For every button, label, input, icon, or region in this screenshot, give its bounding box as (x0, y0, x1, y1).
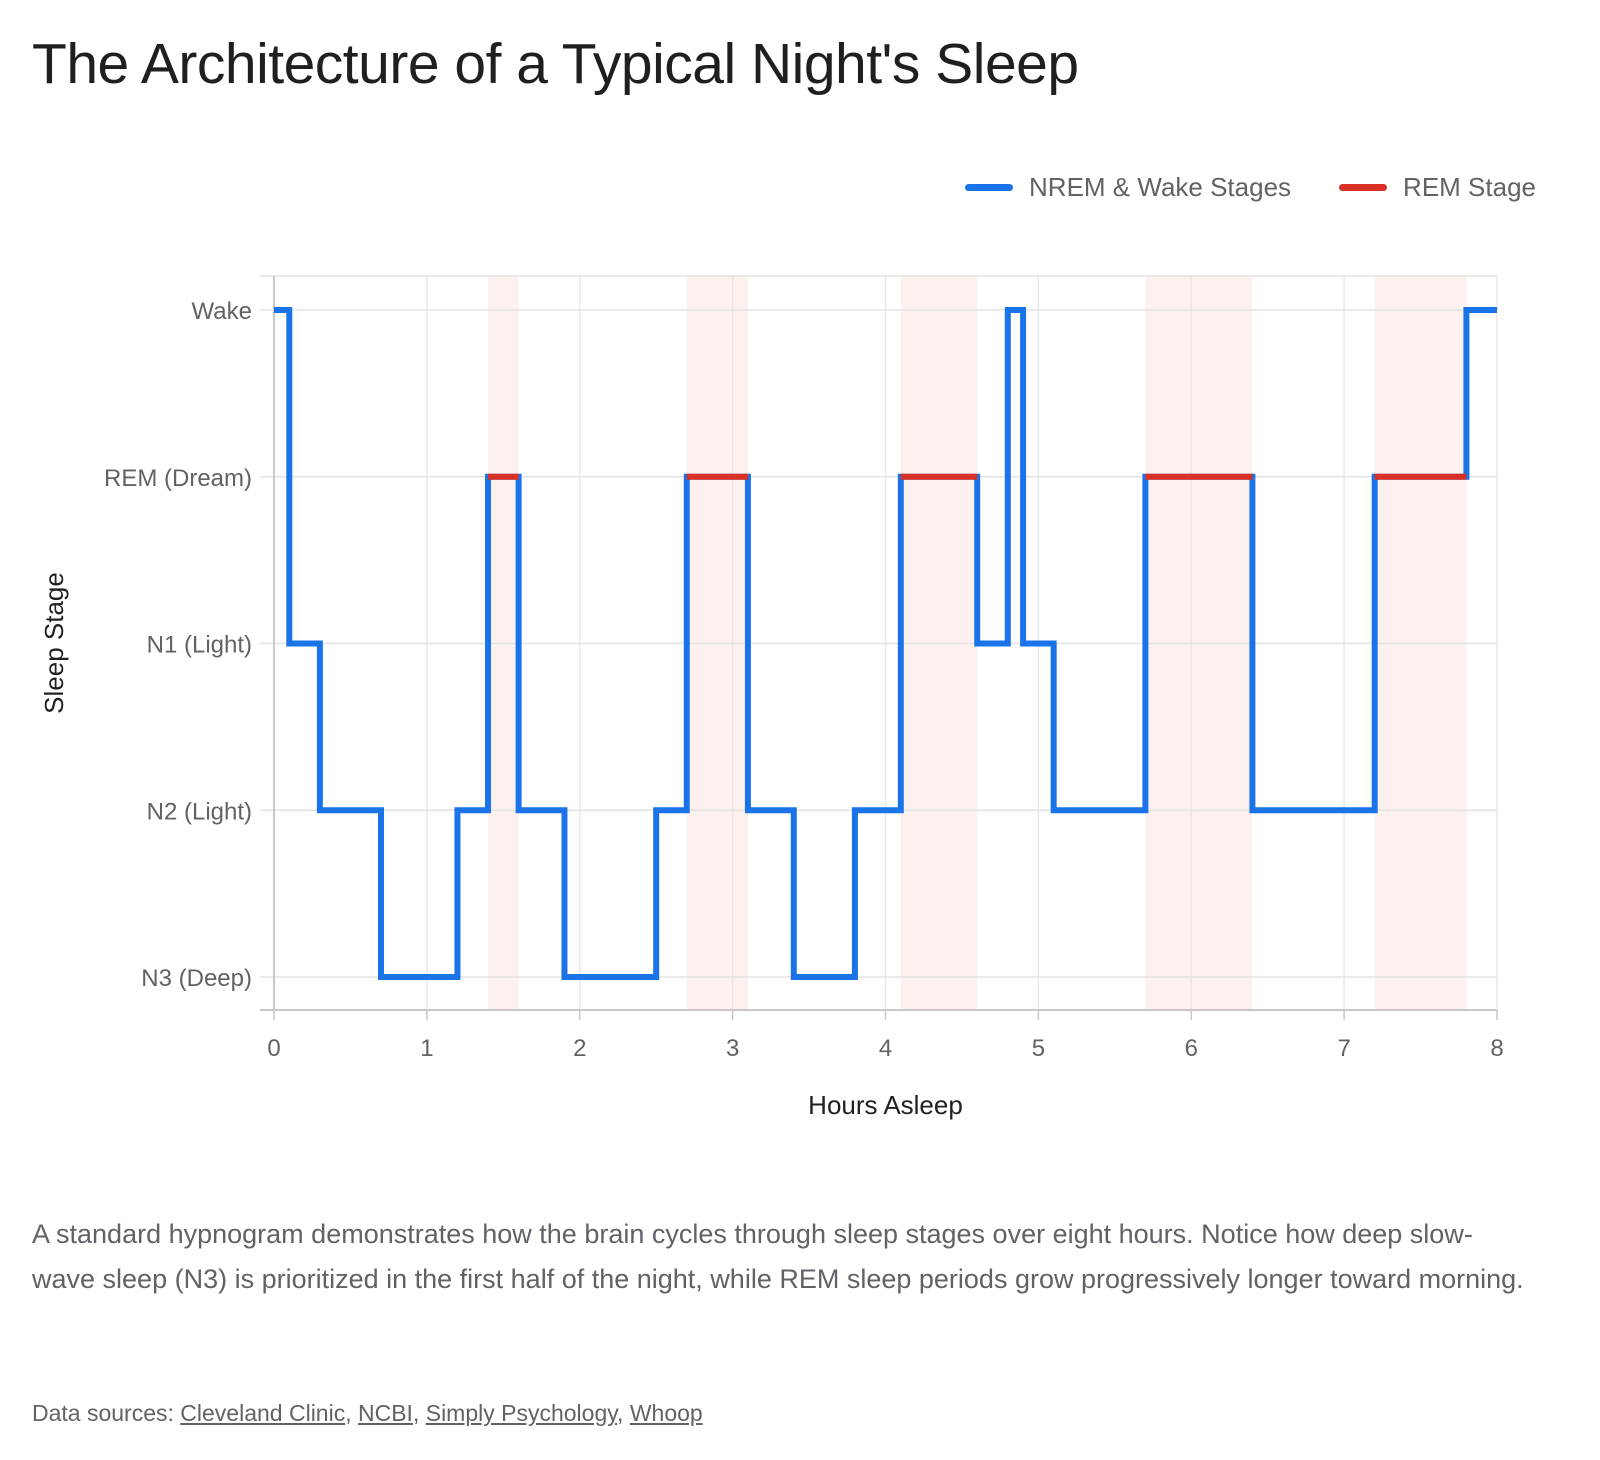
chart-caption: A standard hypnogram demonstrates how th… (32, 1219, 1524, 1294)
sources-separator: , (617, 1400, 630, 1426)
legend-item-rem: REM Stage (1339, 172, 1536, 203)
y-tick-label: N1 (Light) (147, 632, 252, 659)
y-tick-label: REM (Dream) (104, 465, 252, 492)
sources-separator: , (345, 1400, 358, 1426)
source-link-simply-psychology[interactable]: Simply Psychology (425, 1400, 618, 1426)
x-tick-label: 2 (573, 1035, 586, 1062)
chart-legend: NREM & Wake Stages REM Stage (965, 172, 1536, 203)
y-tick-label: Wake (192, 298, 252, 325)
x-tick-label: 6 (1185, 1035, 1198, 1062)
x-tick-label: 4 (879, 1035, 892, 1062)
source-link-cleveland-clinic[interactable]: Cleveland Clinic (180, 1400, 346, 1426)
legend-label-rem: REM Stage (1403, 172, 1536, 202)
x-tick-label: 0 (267, 1035, 280, 1062)
x-tick-label: 3 (726, 1035, 739, 1062)
legend-item-nrem: NREM & Wake Stages (965, 172, 1291, 203)
legend-label-nrem: NREM & Wake Stages (1029, 172, 1292, 202)
y-tick-label: N3 (Deep) (141, 965, 252, 992)
x-tick-label: 7 (1337, 1035, 1350, 1062)
page-title: The Architecture of a Typical Night's Sl… (32, 32, 1079, 96)
source-link-whoop[interactable]: Whoop (629, 1400, 703, 1426)
y-tick-label: N2 (Light) (147, 798, 252, 825)
x-tick-label: 1 (420, 1035, 433, 1062)
nrem-wake-step-line (274, 307, 1497, 980)
sources-separator: , (412, 1400, 426, 1426)
data-sources: Data sources: Cleveland Clinic, NCBI, Si… (32, 1400, 703, 1427)
x-axis-title: Hours Asleep (808, 1090, 963, 1120)
x-tick-label: 8 (1490, 1035, 1503, 1062)
source-link-ncbi[interactable]: NCBI (358, 1400, 413, 1426)
legend-swatch-rem (1339, 184, 1388, 191)
hypnogram-chart: 0 1 2 3 4 5 6 7 8 N3 (Deep) N2 (Light) N1 (Light) RE… (39, 275, 1504, 1120)
sources-prefix: Data sources: (32, 1400, 181, 1426)
y-axis-title: Sleep Stage (39, 572, 69, 714)
x-tick-label: 5 (1032, 1035, 1045, 1062)
legend-swatch-nrem (965, 184, 1014, 191)
